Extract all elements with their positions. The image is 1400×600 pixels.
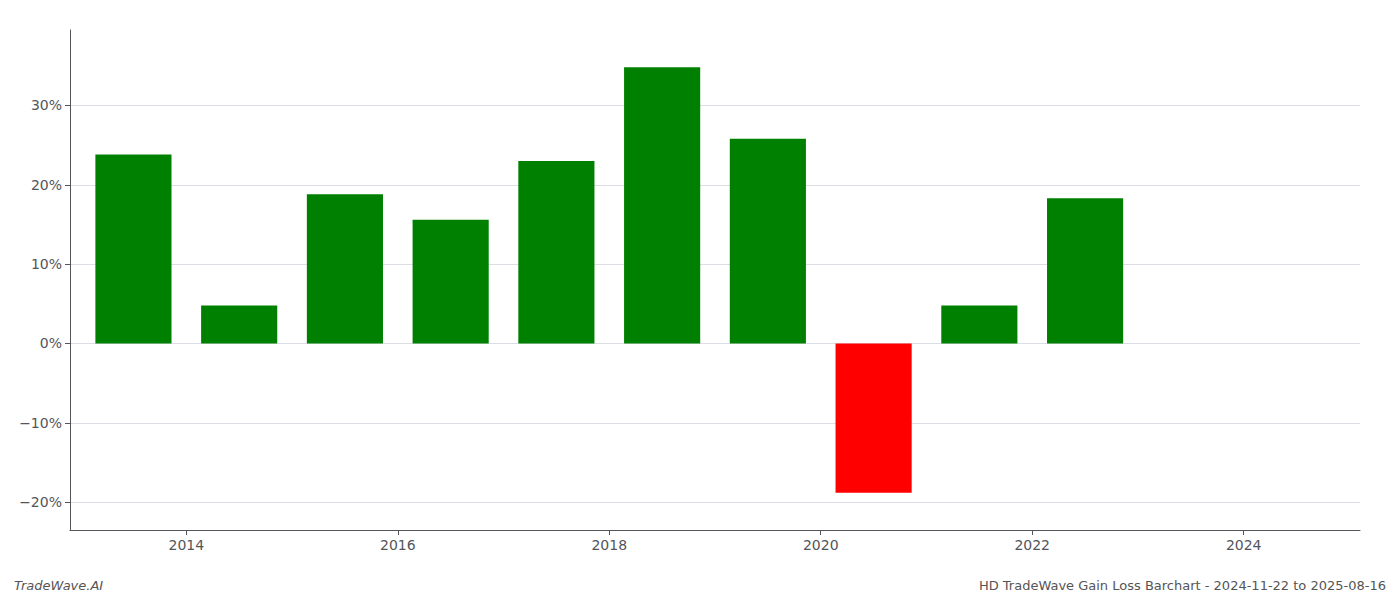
svg-text:2018: 2018 [591, 537, 627, 553]
svg-text:30%: 30% [31, 97, 62, 113]
svg-text:2024: 2024 [1226, 537, 1262, 553]
svg-text:TradeWave.AI: TradeWave.AI [14, 578, 103, 593]
svg-text:2014: 2014 [168, 537, 204, 553]
svg-text:2020: 2020 [803, 537, 839, 553]
svg-text:10%: 10% [31, 256, 62, 272]
svg-text:−10%: −10% [19, 415, 62, 431]
svg-text:HD TradeWave Gain Loss Barchar: HD TradeWave Gain Loss Barchart - 2024-1… [979, 578, 1386, 593]
svg-text:−20%: −20% [19, 494, 62, 510]
svg-text:20%: 20% [31, 177, 62, 193]
svg-text:2016: 2016 [380, 537, 416, 553]
svg-text:0%: 0% [40, 335, 62, 351]
svg-text:2022: 2022 [1014, 537, 1050, 553]
